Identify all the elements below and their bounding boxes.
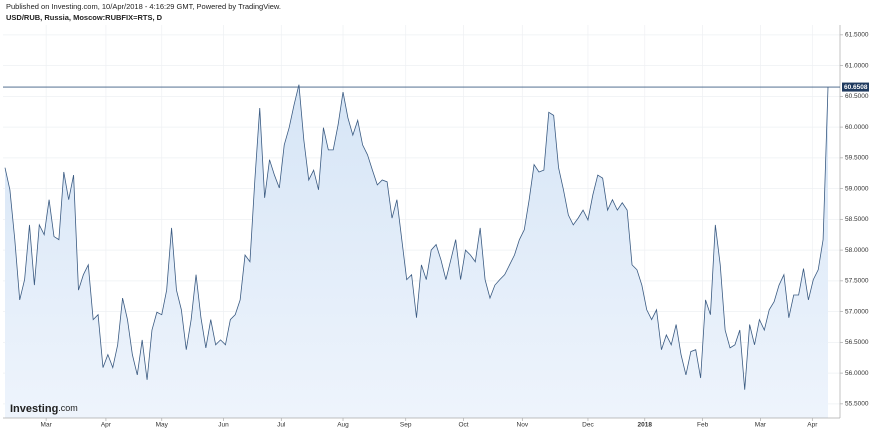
y-tick-label: 58.5000 <box>845 216 869 223</box>
logo-suffix: .com <box>58 403 78 413</box>
y-tick-label: 56.5000 <box>845 339 869 346</box>
y-tick-label: 55.5000 <box>845 401 869 408</box>
x-tick-label: Apr <box>807 422 818 429</box>
y-tick-label: 61.0000 <box>845 62 869 69</box>
x-tick-label: Nov <box>517 422 529 429</box>
x-tick-label: Apr <box>101 422 112 429</box>
price-line <box>4 84 829 390</box>
x-tick-label: Oct <box>458 422 468 429</box>
x-tick-label: Mar <box>755 422 767 429</box>
x-tick-label: Jun <box>218 422 229 429</box>
y-tick-label: 59.5000 <box>845 155 869 162</box>
x-tick-label: Mar <box>41 422 53 429</box>
y-tick-label: 61.5000 <box>845 32 869 39</box>
y-tick-label: 58.0000 <box>845 247 869 254</box>
area-fill <box>5 84 828 418</box>
x-tick-label: 2018 <box>638 422 653 429</box>
last-price-label: 60.6508 <box>844 84 868 91</box>
y-tick-label: 60.0000 <box>845 124 869 131</box>
y-tick-label: 57.5000 <box>845 278 869 285</box>
last-price-box <box>842 82 869 92</box>
x-tick-label: Dec <box>582 422 594 429</box>
x-tick-label: May <box>156 422 169 429</box>
published-note: Published on Investing.com, 10/Apr/2018 … <box>6 2 281 11</box>
symbol-title: USD/RUB, Russia, Moscow:RUBFIX=RTS, D <box>6 13 163 22</box>
plot-area <box>3 25 840 418</box>
y-tick-label: 57.0000 <box>845 308 869 315</box>
y-tick-label: 60.5000 <box>845 93 869 100</box>
logo-main: Investing <box>10 403 58 415</box>
y-tick-label: 59.0000 <box>845 185 869 192</box>
x-tick-label: Sep <box>400 422 412 429</box>
x-tick-label: Jul <box>277 422 286 429</box>
x-tick-label: Feb <box>697 422 709 429</box>
logo: Investing.com <box>10 403 78 415</box>
x-tick-label: Aug <box>337 422 349 429</box>
y-tick-label: 56.0000 <box>845 370 869 377</box>
